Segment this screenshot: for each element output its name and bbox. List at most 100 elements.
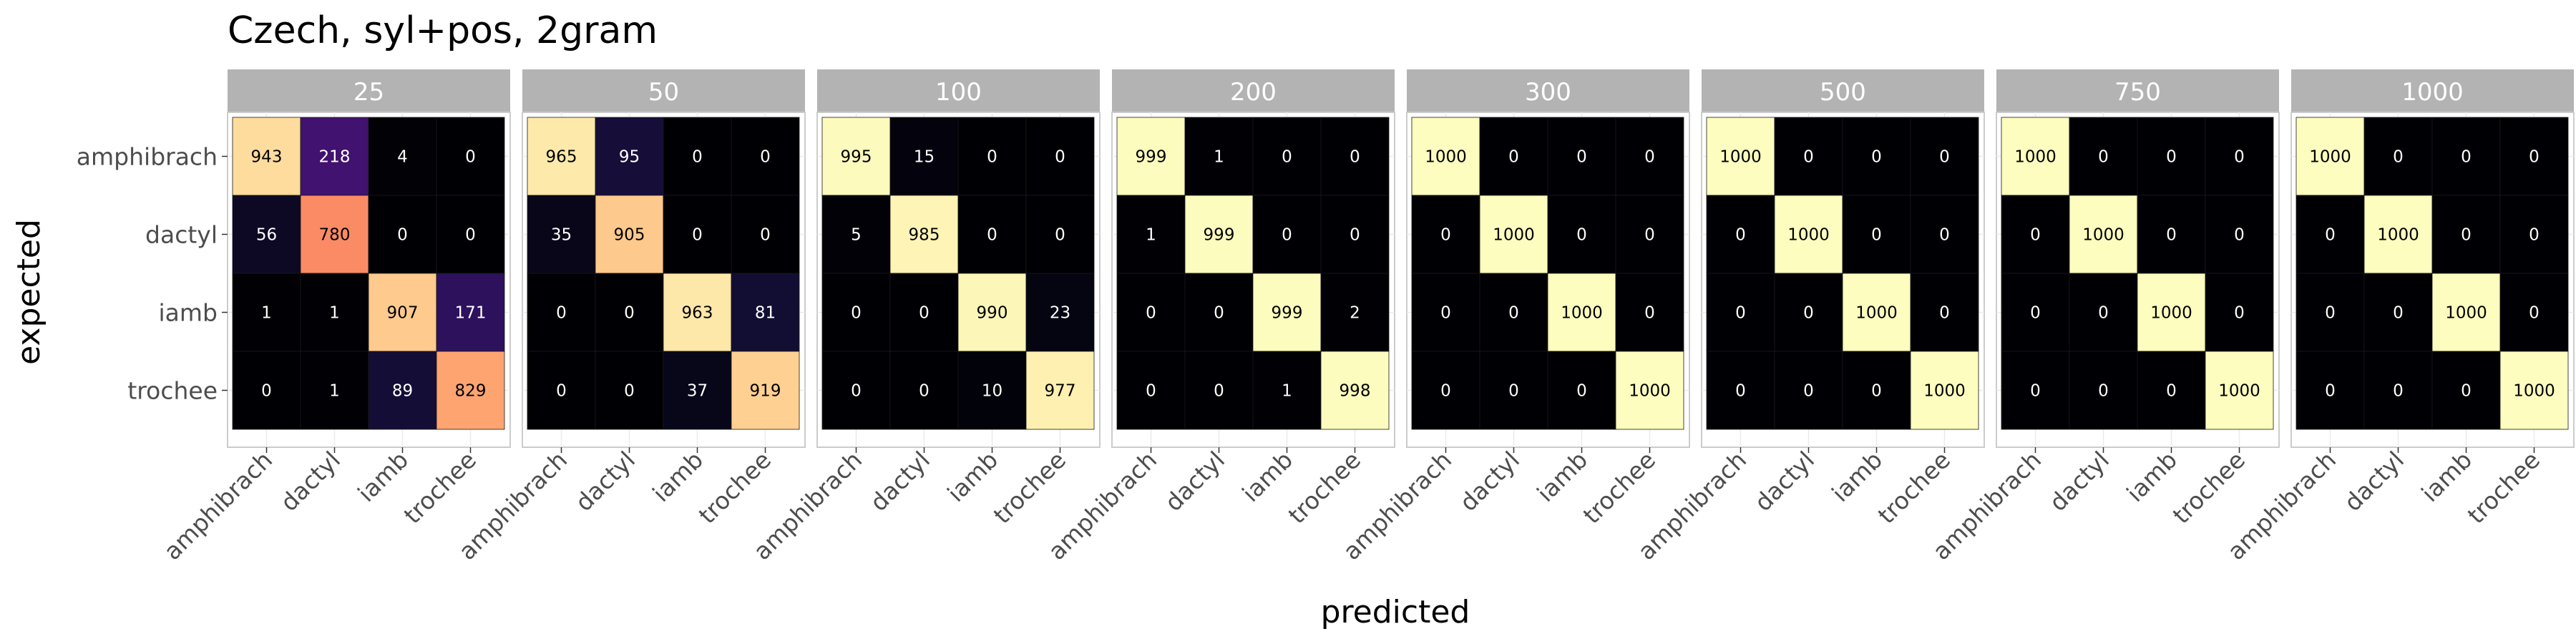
cell-value-label: 0 [1735,304,1746,323]
cell-value-label: 0 [2234,304,2245,323]
cell-value-label: 0 [1055,226,1065,245]
facet-strip-label: 750 [2114,78,2161,107]
cell-value-label: 780 [319,226,351,245]
cell-value-label: 0 [2529,226,2540,245]
cell-value-label: 0 [1055,148,1065,167]
cell-value-label: 0 [1803,148,1814,167]
cell-value-label: 0 [1803,304,1814,323]
heatmap-cell [1320,273,1390,352]
x-tick-label: trochee [988,446,1071,529]
x-tick-label: dactyl [1454,446,1525,517]
x-tick-label: trochee [693,446,776,529]
cell-value-label: 0 [2098,382,2109,401]
cell-value-label: 0 [2461,226,2472,245]
cell-value-label: 0 [1146,382,1156,401]
heatmap-cell [2205,273,2274,352]
cell-value-label: 943 [251,148,283,167]
heatmap-cell [1479,351,1548,430]
facet-strip [1702,69,1984,112]
heatmap-cell [2137,195,2206,274]
cell-value-label: 999 [1272,304,1303,323]
heatmap-cell [731,351,800,430]
x-tick-label: dactyl [2338,446,2409,517]
heatmap-cell [1910,273,1979,352]
heatmap-cell [1774,117,1843,196]
y-tick-label: dactyl [145,221,218,249]
facet-strip [1112,69,1395,112]
heatmap-cell [1116,117,1186,196]
cell-value-label: 0 [1644,148,1655,167]
heatmap-cell [2363,117,2433,196]
facet-strip [2291,69,2574,112]
cell-value-label: 0 [2166,148,2177,167]
cell-value-label: 0 [919,382,930,401]
cell-value-label: 5 [851,226,862,245]
heatmap-cell [731,117,800,196]
cell-value-label: 0 [2098,148,2109,167]
x-tick-label: iamb [1826,446,1888,507]
cell-value-label: 0 [1644,304,1655,323]
y-axis-title: expected [11,219,47,365]
heatmap-cell [2001,273,2070,352]
cell-value-label: 0 [1214,382,1224,401]
x-tick-label: iamb [2121,446,2182,507]
cell-value-label: 0 [1939,148,1950,167]
cell-value-label: 37 [687,382,708,401]
cell-value-label: 999 [1136,148,1167,167]
cell-value-label: 0 [2030,382,2041,401]
cell-value-label: 0 [1871,148,1882,167]
facet-strip-label: 25 [353,78,384,107]
heatmap-cell [663,351,732,430]
heatmap-cell [1411,351,1480,430]
cell-value-label: 0 [2529,304,2540,323]
cell-value-label: 1000 [1629,382,1671,401]
x-tick-label: iamb [942,446,1003,507]
cell-value-label: 0 [556,304,567,323]
heatmap-cell [1547,195,1616,274]
cell-value-label: 0 [624,382,635,401]
cell-value-label: 0 [760,226,771,245]
cell-value-label: 1000 [2513,382,2555,401]
cell-value-label: 95 [619,148,640,167]
cell-value-label: 1000 [1425,148,1467,167]
heatmap-cell [232,273,301,352]
heatmap-cell [300,117,369,196]
heatmap-cell [2137,351,2206,430]
heatmap-cell [595,351,664,430]
heatmap-cell [1615,195,1684,274]
cell-value-label: 995 [841,148,872,167]
heatmap-cell [2499,117,2569,196]
cell-value-label: 1000 [1719,148,1762,167]
heatmap-cell [1116,195,1186,274]
cell-value-label: 0 [2529,148,2540,167]
heatmap-cell [821,273,891,352]
heatmap-cell [2137,273,2206,352]
facet-strip [228,69,510,112]
cell-value-label: 1000 [1855,304,1898,323]
cell-value-label: 56 [256,226,277,245]
heatmap-cell [1842,117,1911,196]
heatmap-cell [2001,117,2070,196]
x-tick-label: iamb [352,446,414,507]
heatmap-cell [1547,351,1616,430]
heatmap-cell [1116,351,1186,430]
cell-value-label: 1000 [1923,382,1966,401]
cell-value-label: 1 [1282,382,1292,401]
cell-value-label: 0 [1508,148,1519,167]
facet-strip-label: 50 [648,78,679,107]
heatmap-cell [1025,117,1095,196]
x-tick-label: dactyl [275,446,346,517]
heatmap-cell [957,117,1027,196]
heatmap-cell [1252,117,1322,196]
x-tick-label: dactyl [2044,446,2114,517]
heatmap-cell [2499,195,2569,274]
heatmap-cell [1706,117,1775,196]
heatmap-cell [1615,273,1684,352]
cell-value-label: 0 [1508,382,1519,401]
heatmap-cell [1547,273,1616,352]
y-tick-label: amphibrach [77,143,218,171]
